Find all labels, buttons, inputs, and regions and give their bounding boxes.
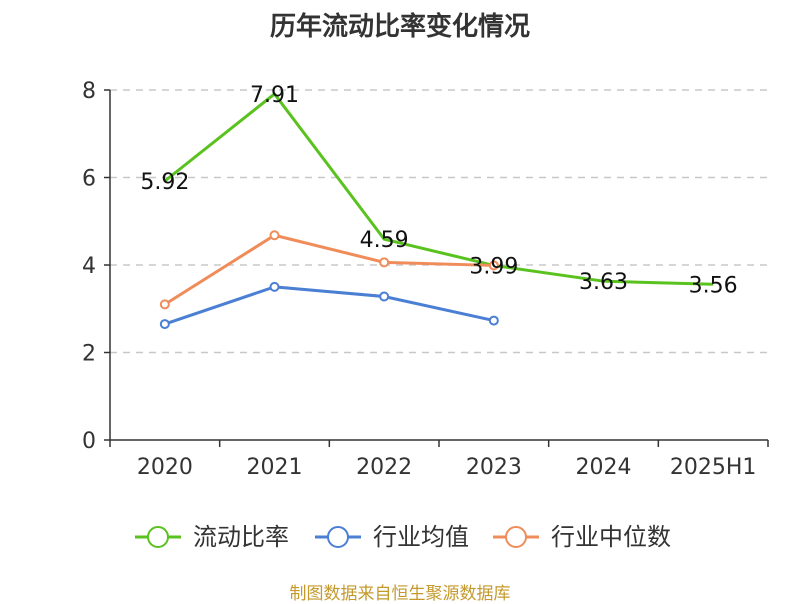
data-label: 3.56 bbox=[689, 273, 738, 298]
data-point bbox=[269, 230, 280, 241]
series-line-1 bbox=[164, 285, 495, 326]
y-tick-label: 8 bbox=[82, 79, 96, 104]
chart-title: 历年流动比率变化情况 bbox=[269, 12, 530, 42]
data-point bbox=[269, 281, 280, 292]
x-axis-ticks: 2020 2021 2022 2023 2024 2025H1 bbox=[109, 440, 769, 480]
x-tick-label: 2024 bbox=[576, 455, 632, 480]
data-label: 3.99 bbox=[469, 254, 518, 279]
y-tick-label: 6 bbox=[82, 167, 96, 192]
x-tick-label: 2025H1 bbox=[670, 455, 757, 480]
data-point bbox=[159, 319, 170, 330]
x-tick-label: 2021 bbox=[247, 455, 303, 480]
data-point bbox=[379, 257, 390, 268]
grid-lines bbox=[110, 89, 768, 354]
series-group bbox=[159, 92, 714, 330]
x-tick-label: 2023 bbox=[466, 455, 522, 480]
legend-item: 行业中位数 bbox=[493, 523, 671, 551]
data-label: 4.59 bbox=[360, 228, 409, 253]
legend-label: 流动比率 bbox=[193, 523, 289, 551]
data-point bbox=[159, 299, 170, 310]
legend-item: 行业均值 bbox=[315, 523, 469, 551]
legend-label: 行业均值 bbox=[373, 523, 469, 551]
x-tick-label: 2022 bbox=[356, 455, 412, 480]
data-label: 7.91 bbox=[250, 83, 299, 108]
data-point bbox=[488, 315, 499, 326]
legend-label: 行业中位数 bbox=[551, 523, 671, 551]
x-tick-label: 2020 bbox=[137, 455, 193, 480]
data-label: 3.63 bbox=[579, 270, 628, 295]
data-point bbox=[488, 260, 499, 271]
legend-marker-icon bbox=[505, 526, 527, 548]
y-tick-label: 4 bbox=[82, 254, 96, 279]
y-axis-ticks: 0 2 4 6 8 bbox=[82, 79, 110, 454]
legend-marker-icon bbox=[147, 526, 169, 548]
y-tick-label: 2 bbox=[82, 342, 96, 367]
data-label: 5.92 bbox=[140, 170, 189, 195]
data-labels: 5.92 7.91 4.59 3.99 3.63 3.56 bbox=[140, 83, 737, 298]
data-point bbox=[379, 291, 390, 302]
legend: 流动比率 行业均值 行业中位数 bbox=[135, 523, 671, 551]
y-tick-label: 0 bbox=[82, 429, 96, 454]
legend-marker-icon bbox=[327, 526, 349, 548]
legend-item: 流动比率 bbox=[135, 523, 289, 551]
series-line-0 bbox=[163, 92, 714, 286]
data-source-note: 制图数据来自恒生聚源数据库 bbox=[289, 584, 511, 604]
series-line-2 bbox=[164, 233, 494, 306]
